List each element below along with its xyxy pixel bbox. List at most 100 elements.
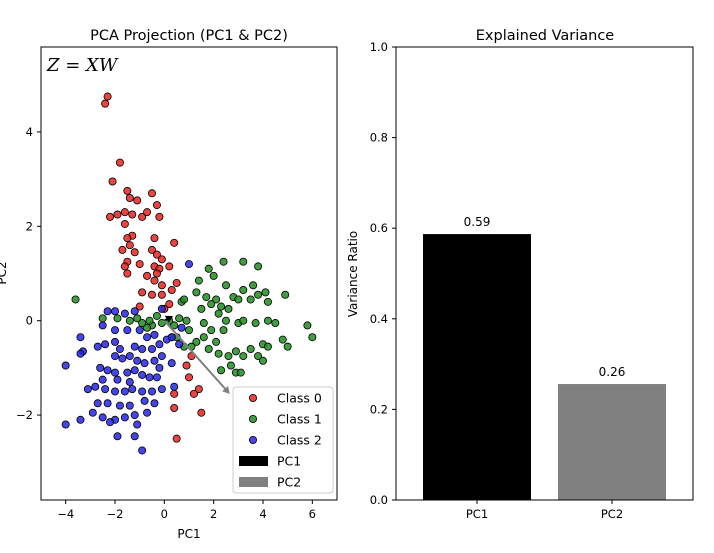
scatter-point-class-2 — [111, 352, 120, 361]
scatter-point-class-2 — [120, 309, 129, 318]
scatter-point-class-0 — [182, 361, 191, 370]
scatter-point-class-2 — [145, 373, 154, 382]
scatter-point-class-0 — [157, 290, 166, 299]
bar-y-axis-title: Variance Ratio — [346, 231, 360, 317]
scatter-point-class-0 — [155, 212, 164, 221]
bar-panel: Explained Variance 0.59 0.26 PC1 PC2 0.0 0.2… — [346, 28, 694, 521]
scatter-point-class-2 — [98, 321, 107, 330]
scatter-point-class-0 — [143, 208, 152, 217]
scatter-point-class-2 — [125, 401, 134, 410]
scatter-point-class-0 — [165, 262, 174, 271]
scatter-point-class-1 — [254, 290, 263, 299]
scatter-point-class-2 — [133, 356, 142, 365]
scatter-point-class-2 — [138, 344, 147, 353]
scatter-point-class-1 — [234, 295, 243, 304]
scatter-point-class-2 — [175, 340, 184, 349]
scatter-x-tick-label: 0 — [161, 507, 168, 521]
scatter-point-class-2 — [88, 408, 97, 417]
scatter-point-class-2 — [143, 408, 152, 417]
scatter-point-class-0 — [147, 290, 156, 299]
scatter-point-class-1 — [214, 309, 223, 318]
legend-label-0: Class 0 — [277, 391, 322, 406]
scatter-point-class-2 — [128, 385, 137, 394]
scatter-point-class-1 — [278, 335, 287, 344]
scatter-point-class-1 — [246, 295, 255, 304]
scatter-point-class-2 — [143, 333, 152, 342]
scatter-point-class-1 — [239, 352, 248, 361]
scatter-point-class-2 — [113, 375, 122, 384]
bar-pc1 — [423, 234, 531, 501]
scatter-point-class-1 — [246, 344, 255, 353]
scatter-point-class-1 — [236, 368, 245, 377]
scatter-point-class-2 — [83, 385, 92, 394]
scatter-point-class-0 — [147, 189, 156, 198]
scatter-y-axis-title: PC2 — [0, 261, 9, 284]
scatter-x-tick-label: −4 — [57, 507, 74, 521]
scatter-point-class-2 — [130, 307, 139, 316]
scatter-point-class-2 — [91, 382, 100, 391]
legend-marker-0 — [248, 393, 257, 402]
scatter-point-class-1 — [71, 295, 80, 304]
scatter-point-class-1 — [263, 342, 272, 351]
legend-label-2: Class 2 — [277, 433, 322, 448]
scatter-point-class-2 — [138, 370, 147, 379]
scatter-point-class-2 — [111, 337, 120, 346]
scatter-point-class-0 — [194, 385, 203, 394]
scatter-point-class-2 — [93, 342, 102, 351]
scatter-point-class-0 — [152, 201, 161, 210]
bar-x-tick-label: PC2 — [601, 507, 623, 521]
scatter-point-class-0 — [170, 389, 179, 398]
scatter-x-tick-label: 6 — [309, 507, 316, 521]
scatter-point-class-1 — [281, 290, 290, 299]
scatter-point-class-2 — [123, 368, 132, 377]
scatter-point-class-2 — [155, 363, 164, 372]
scatter-point-class-1 — [138, 319, 147, 328]
scatter-point-class-2 — [76, 349, 85, 358]
scatter-point-class-0 — [101, 99, 110, 108]
scatter-point-class-2 — [130, 411, 139, 420]
scatter-point-class-0 — [167, 286, 176, 295]
scatter-point-class-2 — [125, 378, 134, 387]
scatter-point-class-0 — [125, 193, 134, 202]
legend-label-3: PC1 — [277, 454, 301, 469]
scatter-point-class-2 — [150, 330, 159, 339]
scatter-point-class-2 — [76, 415, 85, 424]
scatter-point-class-1 — [194, 276, 203, 285]
scatter-point-class-1 — [202, 293, 211, 302]
scatter-point-class-1 — [239, 316, 248, 325]
scatter-point-class-2 — [157, 304, 166, 313]
scatter-point-class-1 — [217, 302, 226, 311]
scatter-point-class-2 — [96, 363, 105, 372]
bar-y-tick-label: 0.4 — [370, 312, 388, 326]
scatter-point-class-2 — [130, 432, 139, 441]
scatter-plot-area — [61, 92, 317, 455]
scatter-point-class-0 — [152, 269, 161, 278]
scatter-point-class-1 — [182, 316, 191, 325]
scatter-point-class-2 — [125, 352, 134, 361]
scatter-point-class-0 — [133, 196, 142, 205]
scatter-point-class-1 — [212, 295, 221, 304]
pc-arrow-0-head — [164, 315, 173, 323]
scatter-point-class-2 — [152, 373, 161, 382]
scatter-point-class-1 — [249, 281, 258, 290]
scatter-point-class-0 — [165, 300, 174, 309]
bar-y-tick-label: 0.2 — [370, 402, 388, 416]
scatter-point-class-2 — [106, 418, 115, 427]
scatter-point-class-0 — [157, 281, 166, 290]
scatter-y-tick-label: 0 — [26, 314, 33, 328]
scatter-point-class-1 — [263, 316, 272, 325]
bar-y-tick-label: 0.6 — [370, 221, 388, 235]
bar-pc2 — [558, 384, 666, 500]
scatter-point-class-0 — [184, 373, 193, 382]
scatter-point-class-0 — [125, 241, 134, 250]
scatter-point-class-0 — [118, 245, 127, 254]
scatter-point-class-0 — [135, 260, 144, 269]
scatter-point-class-1 — [251, 319, 260, 328]
scatter-point-class-2 — [138, 387, 147, 396]
scatter-point-class-1 — [192, 337, 201, 346]
scatter-point-class-1 — [263, 297, 272, 306]
bar-value-label-pc2: 0.26 — [599, 365, 626, 379]
bar-plot-area: 0.59 0.26 — [423, 215, 666, 501]
scatter-point-class-2 — [115, 344, 124, 353]
bar-value-label-pc1: 0.59 — [464, 215, 491, 229]
